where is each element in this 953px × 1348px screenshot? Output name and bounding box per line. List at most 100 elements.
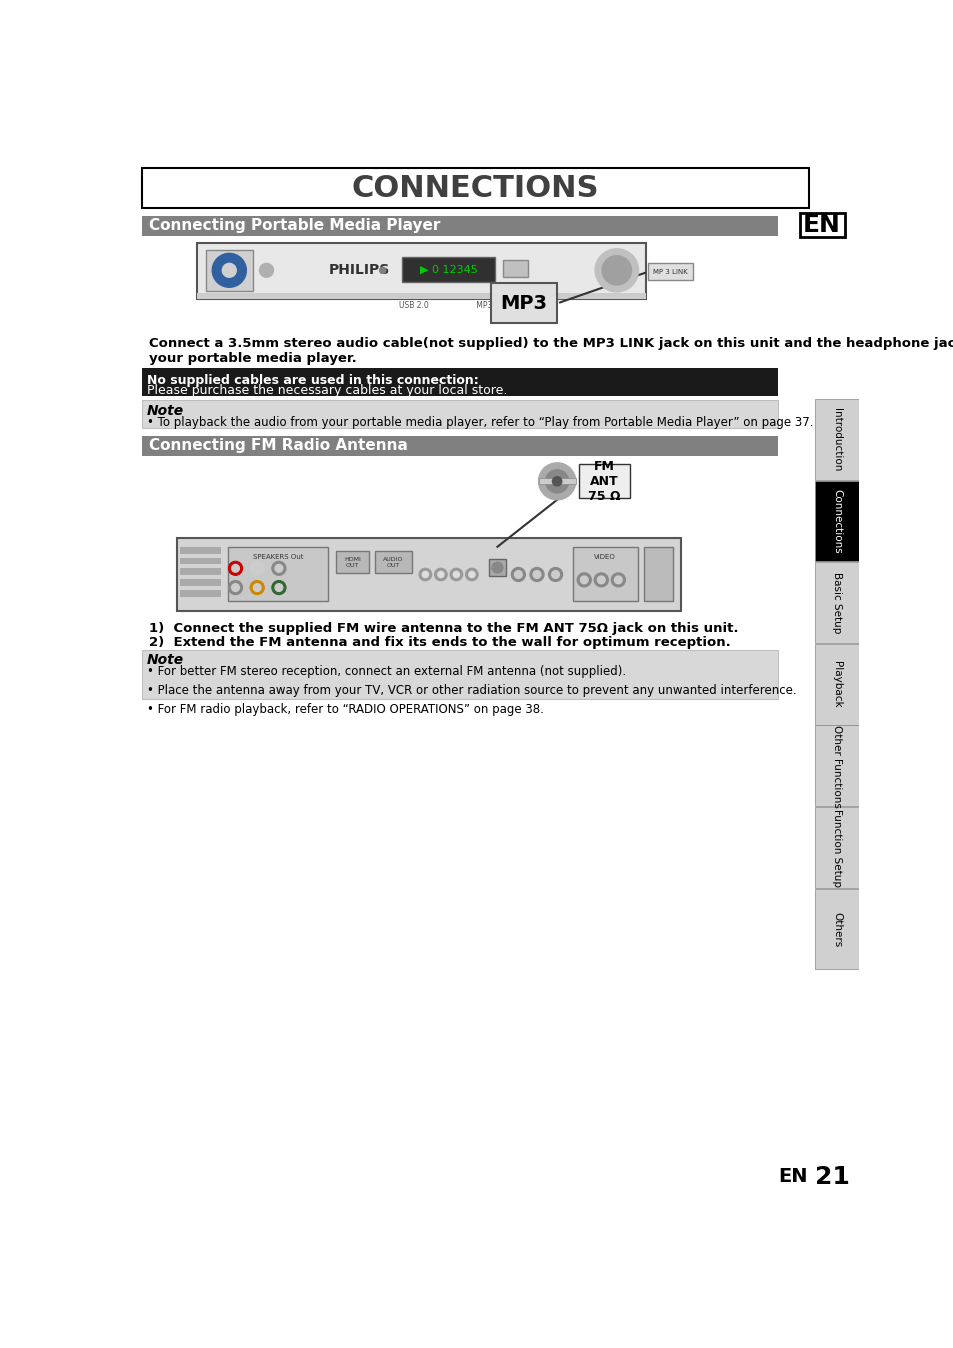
Circle shape bbox=[272, 581, 286, 594]
Bar bbox=[572, 547, 638, 601]
Circle shape bbox=[511, 568, 525, 581]
Circle shape bbox=[274, 565, 282, 572]
Circle shape bbox=[594, 573, 608, 586]
Bar bbox=[142, 650, 778, 700]
Circle shape bbox=[259, 263, 274, 278]
Circle shape bbox=[579, 576, 587, 584]
Bar bbox=[815, 480, 858, 561]
Circle shape bbox=[250, 581, 264, 594]
Circle shape bbox=[232, 565, 239, 572]
Bar bbox=[815, 725, 858, 806]
Circle shape bbox=[533, 570, 540, 578]
Bar bbox=[180, 590, 220, 597]
Circle shape bbox=[614, 576, 621, 584]
Circle shape bbox=[595, 249, 638, 293]
Bar bbox=[488, 559, 505, 576]
Circle shape bbox=[437, 572, 443, 577]
Text: Please purchase the necessary cables at your local store.: Please purchase the necessary cables at … bbox=[147, 384, 507, 398]
Circle shape bbox=[601, 256, 631, 284]
Circle shape bbox=[551, 570, 558, 578]
Bar bbox=[815, 562, 858, 643]
Bar bbox=[815, 644, 858, 725]
Bar bbox=[815, 888, 858, 969]
Text: Function Setup: Function Setup bbox=[831, 809, 841, 887]
Text: Connect a 3.5mm stereo audio cable(not supplied) to the MP3 LINK jack on this un: Connect a 3.5mm stereo audio cable(not s… bbox=[149, 337, 953, 365]
Bar bbox=[799, 213, 843, 237]
Bar bbox=[142, 435, 778, 456]
Circle shape bbox=[453, 572, 459, 577]
Bar bbox=[228, 547, 328, 601]
Text: EN: EN bbox=[802, 213, 841, 237]
Bar bbox=[177, 538, 680, 611]
Text: 21: 21 bbox=[814, 1165, 849, 1189]
Bar bbox=[180, 580, 220, 586]
Text: MP 3 LINK: MP 3 LINK bbox=[652, 268, 687, 275]
Text: VIDEO: VIDEO bbox=[594, 554, 616, 561]
Circle shape bbox=[611, 573, 624, 586]
Bar bbox=[142, 216, 778, 236]
Bar bbox=[502, 260, 527, 278]
Text: Introduction: Introduction bbox=[831, 408, 841, 472]
Circle shape bbox=[272, 561, 286, 576]
Text: Others: Others bbox=[831, 911, 841, 948]
Circle shape bbox=[229, 581, 242, 594]
Circle shape bbox=[514, 570, 521, 578]
Circle shape bbox=[253, 565, 261, 572]
Circle shape bbox=[274, 584, 282, 592]
Bar bbox=[142, 368, 778, 396]
Circle shape bbox=[253, 584, 261, 592]
Circle shape bbox=[422, 572, 428, 577]
Circle shape bbox=[222, 263, 236, 278]
Bar bbox=[180, 569, 220, 576]
Bar bbox=[815, 399, 858, 480]
Text: MP3: MP3 bbox=[500, 294, 547, 313]
Text: No supplied cables are used in this connection:: No supplied cables are used in this conn… bbox=[147, 373, 478, 387]
Text: USB 2.0                    MP3 LINK ●: USB 2.0 MP3 LINK ● bbox=[399, 301, 520, 310]
Bar bbox=[578, 464, 629, 499]
Circle shape bbox=[492, 562, 502, 573]
Text: Connecting Portable Media Player: Connecting Portable Media Player bbox=[149, 218, 439, 233]
Bar bbox=[142, 168, 808, 208]
Circle shape bbox=[537, 462, 575, 500]
Text: Note: Note bbox=[147, 652, 184, 667]
Text: 2)  Extend the FM antenna and fix its ends to the wall for optimum reception.: 2) Extend the FM antenna and fix its end… bbox=[149, 636, 730, 650]
Text: CONNECTIONS: CONNECTIONS bbox=[352, 174, 598, 204]
Bar bbox=[335, 551, 369, 573]
Text: SPEAKERS Out: SPEAKERS Out bbox=[253, 554, 303, 561]
Text: Basic Setup: Basic Setup bbox=[831, 573, 841, 634]
Text: HDMI
OUT: HDMI OUT bbox=[344, 557, 360, 568]
Text: PHILIPS: PHILIPS bbox=[329, 263, 390, 278]
Bar bbox=[815, 807, 858, 888]
Bar bbox=[206, 249, 253, 291]
Text: 1)  Connect the supplied FM wire antenna to the FM ANT 75Ω jack on this unit.: 1) Connect the supplied FM wire antenna … bbox=[149, 623, 738, 635]
Bar bbox=[491, 283, 557, 324]
Text: ▶ 0 12345: ▶ 0 12345 bbox=[419, 264, 477, 275]
Circle shape bbox=[597, 576, 604, 584]
Text: Connecting FM Radio Antenna: Connecting FM Radio Antenna bbox=[149, 438, 407, 453]
Circle shape bbox=[552, 477, 561, 485]
Text: • To playback the audio from your portable media player, refer to “Play from Por: • To playback the audio from your portab… bbox=[147, 417, 813, 429]
Circle shape bbox=[212, 253, 246, 287]
Text: Note: Note bbox=[147, 403, 184, 418]
Bar bbox=[180, 558, 220, 565]
Bar bbox=[402, 257, 495, 282]
Circle shape bbox=[530, 568, 543, 581]
Circle shape bbox=[418, 569, 431, 581]
Bar bbox=[142, 400, 778, 429]
Bar bbox=[643, 547, 673, 601]
Circle shape bbox=[450, 569, 462, 581]
Circle shape bbox=[250, 561, 264, 576]
Circle shape bbox=[577, 573, 591, 586]
Text: Other Functions: Other Functions bbox=[831, 725, 841, 807]
Circle shape bbox=[468, 572, 475, 577]
Text: EN: EN bbox=[778, 1167, 807, 1186]
Circle shape bbox=[232, 584, 239, 592]
Bar bbox=[375, 551, 412, 573]
Bar bbox=[196, 293, 645, 299]
Text: • For better FM stereo reception, connect an external FM antenna (not supplied).: • For better FM stereo reception, connec… bbox=[147, 666, 796, 716]
Bar bbox=[196, 244, 645, 299]
Bar bbox=[180, 547, 220, 554]
Circle shape bbox=[465, 569, 477, 581]
Text: Connections: Connections bbox=[831, 489, 841, 554]
Circle shape bbox=[435, 569, 447, 581]
